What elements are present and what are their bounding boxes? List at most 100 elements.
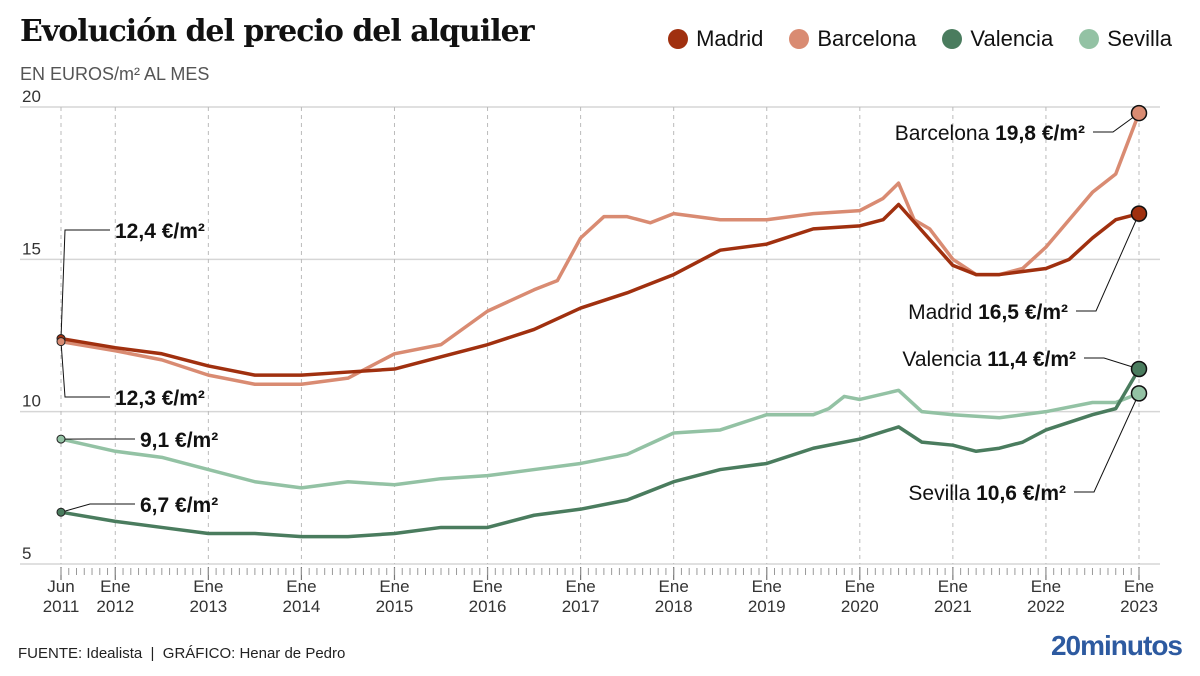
x-tick-label-line: Ene: [752, 577, 782, 596]
annotation-leader: [1074, 393, 1140, 493]
legend-swatch-madrid: [668, 29, 689, 49]
y-tick-label: 15: [22, 239, 41, 258]
annotation-leader: [1076, 213, 1140, 312]
y-tick-label: 20: [22, 87, 41, 106]
annotation-leader: [60, 503, 135, 513]
x-tick-label: Ene 2021: [934, 577, 972, 616]
y-tick-label: 10: [22, 392, 41, 411]
end-point-barcelona: [1130, 104, 1148, 122]
annotation-leader: [1084, 357, 1140, 370]
x-tick-label: Ene 2022: [1027, 577, 1065, 616]
series-line-sevilla: [60, 388, 1140, 490]
value: 16,5 €/m²: [978, 301, 1068, 324]
x-tick-label: Ene 2014: [283, 577, 321, 616]
end-value-label: Valencia 11,4 €/m²: [902, 348, 1076, 371]
source-credit: FUENTE: Idealista | GRÁFICO: Henar de Pe…: [18, 645, 346, 662]
x-tick-label-line: Ene: [286, 577, 316, 596]
x-tick-label-line: 2011: [43, 597, 80, 616]
y-tick-label: 5: [22, 544, 31, 563]
value: 11,4 €/m²: [987, 348, 1076, 371]
end-value-label: Madrid 16,5 €/m²: [908, 301, 1068, 324]
series-name: Sevilla: [908, 482, 976, 505]
x-tick-label-line: Ene: [193, 577, 223, 596]
series-name: Valencia: [902, 348, 987, 371]
start-point-valencia: [56, 507, 66, 517]
value: 10,6 €/m²: [976, 482, 1066, 505]
legend-swatch-barcelona: [789, 29, 810, 49]
start-point-barcelona: [56, 337, 66, 347]
legend-swatch-sevilla: [1079, 29, 1100, 49]
value: 6,7 €/m²: [140, 494, 218, 517]
value: 19,8 €/m²: [995, 122, 1085, 145]
series-line-valencia: [60, 368, 1141, 539]
x-tick-label: Ene 2019: [748, 577, 786, 616]
x-tick-label: Ene 2017: [562, 577, 600, 616]
x-tick-label: Ene 2023: [1120, 577, 1158, 616]
start-point-sevilla: [56, 434, 66, 444]
x-tick-label-line: Ene: [1031, 577, 1061, 596]
legend-item-valencia: Valencia: [942, 26, 1053, 52]
x-tick-label: Jun 2011: [43, 577, 80, 616]
x-tick-label-line: Ene: [659, 577, 689, 596]
x-tick-label: Ene 2015: [376, 577, 414, 616]
value: 12,3 €/m²: [115, 387, 205, 410]
start-value-label: 12,3 €/m²: [115, 387, 205, 410]
legend-label: Barcelona: [817, 26, 917, 51]
legend: Madrid Barcelona Valencia Sevilla: [668, 26, 1172, 52]
x-tick-label-line: 2015: [376, 597, 414, 616]
x-tick-label: Ene 2012: [96, 577, 134, 616]
x-tick-label-line: 2013: [189, 597, 227, 616]
x-tick-label-line: 2016: [469, 597, 507, 616]
x-tick-label: Ene 2013: [189, 577, 227, 616]
x-tick-label-line: 2012: [96, 597, 134, 616]
x-tick-label: Ene 2020: [841, 577, 879, 616]
x-tick-label-line: 2021: [934, 597, 972, 616]
legend-label: Madrid: [696, 26, 764, 51]
chart-title: Evolución del precio del alquiler: [20, 14, 535, 49]
end-point-sevilla: [1130, 385, 1148, 402]
series-line-barcelona: [60, 112, 1141, 386]
series-name: Barcelona: [895, 122, 995, 145]
x-tick-label: Ene 2016: [469, 577, 507, 616]
x-tick-label-line: 2020: [841, 597, 879, 616]
x-tick-label-line: Ene: [938, 577, 968, 596]
legend-item-madrid: Madrid: [668, 26, 763, 52]
start-value-label: 6,7 €/m²: [140, 494, 218, 517]
x-tick-label: Ene 2018: [655, 577, 693, 616]
value: 12,4 €/m²: [115, 220, 205, 243]
value: 9,1 €/m²: [140, 429, 218, 452]
legend-label: Valencia: [970, 26, 1054, 51]
x-tick-label-line: Ene: [100, 577, 130, 596]
end-value-label: Sevilla 10,6 €/m²: [908, 482, 1066, 505]
x-tick-label-line: Ene: [379, 577, 409, 596]
legend-item-barcelona: Barcelona: [789, 26, 916, 52]
legend-label: Sevilla: [1107, 26, 1172, 51]
x-tick-label-line: 2014: [283, 597, 321, 616]
end-point-madrid: [1130, 205, 1148, 222]
annotation-leader: [60, 341, 110, 398]
x-tick-label-line: 2017: [562, 597, 600, 616]
x-tick-label-line: 2018: [655, 597, 693, 616]
x-tick-label-line: Ene: [472, 577, 502, 596]
x-tick-label-line: Ene: [845, 577, 875, 596]
x-tick-label-line: 2022: [1027, 597, 1065, 616]
x-tick-label-line: Ene: [565, 577, 595, 596]
x-tick-label-line: 2019: [748, 597, 786, 616]
x-tick-label-line: 2023: [1120, 597, 1158, 616]
brand-logo: 20minutos: [1050, 630, 1183, 661]
annotation-leader: [1093, 112, 1140, 133]
annotation-leader: [60, 229, 110, 339]
legend-item-sevilla: Sevilla: [1079, 26, 1172, 52]
legend-swatch-valencia: [942, 29, 963, 49]
x-tick-label-line: Ene: [1124, 577, 1154, 596]
start-value-label: 12,4 €/m²: [115, 220, 205, 243]
end-point-valencia: [1130, 360, 1148, 378]
chart-subtitle: EN EUROS/m² AL MES: [20, 64, 210, 84]
series-line-madrid: [60, 202, 1140, 377]
end-value-label: Barcelona 19,8 €/m²: [895, 122, 1085, 145]
x-tick-label-line: Jun: [47, 577, 74, 596]
start-value-label: 9,1 €/m²: [140, 429, 218, 452]
series-name: Madrid: [908, 301, 978, 324]
